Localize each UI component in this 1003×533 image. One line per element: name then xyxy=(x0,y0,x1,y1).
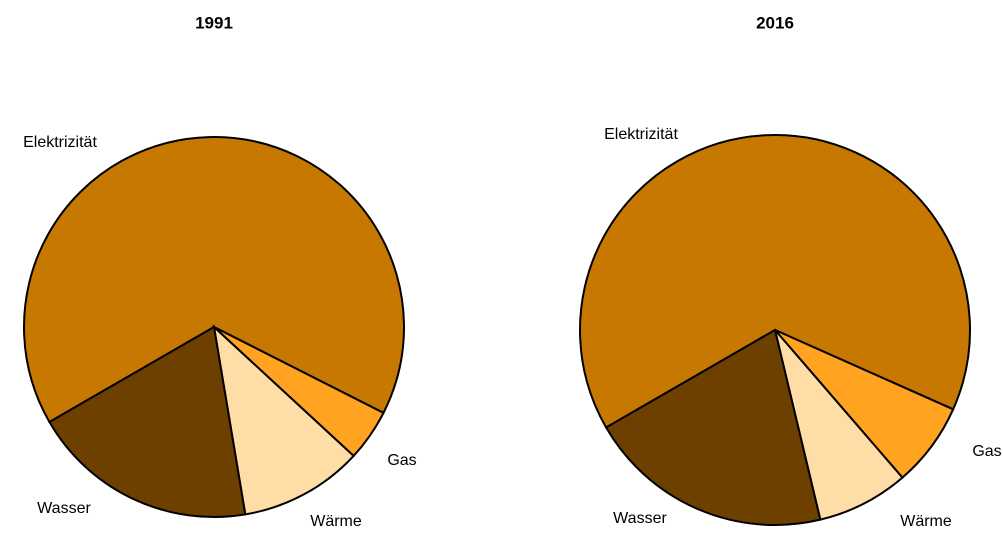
slice-label: Wasser xyxy=(37,500,91,517)
pie-slice xyxy=(23,136,405,424)
pie-slice xyxy=(48,325,247,518)
slice-label: Gas xyxy=(972,443,1001,460)
slice-label: Gas xyxy=(387,452,416,469)
pie-slice xyxy=(212,324,356,516)
slice-label: Wasser xyxy=(613,510,667,527)
chart-title: 1991 xyxy=(195,13,233,32)
pie-slice xyxy=(774,329,904,521)
pie-slice xyxy=(604,328,822,526)
slice-label: Elektrizität xyxy=(23,134,97,151)
slice-label: Wärme xyxy=(900,513,952,530)
slice-label: Wärme xyxy=(310,513,362,530)
slice-label: Elektrizität xyxy=(604,126,678,143)
chart-title: 2016 xyxy=(756,13,794,32)
pie-slice xyxy=(579,134,971,429)
